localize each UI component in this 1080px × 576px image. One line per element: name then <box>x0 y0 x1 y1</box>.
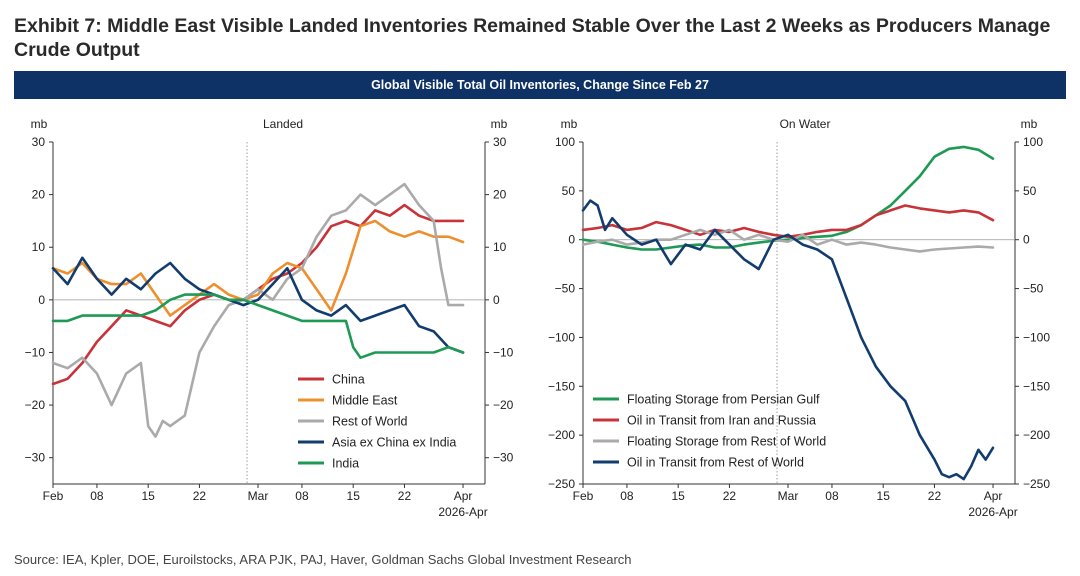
y-tick-label-right: −10 <box>493 345 514 359</box>
y-tick-label-right: −200 <box>1023 428 1050 442</box>
x-tick-label: 08 <box>90 489 104 503</box>
y-tick-label-left: −20 <box>25 398 46 412</box>
x-tick-label: 15 <box>347 489 361 503</box>
x-tick-label: 22 <box>193 489 207 503</box>
y-tick-label-left: 10 <box>32 240 46 254</box>
exhibit-title: Exhibit 7: Middle East Visible Landed In… <box>14 15 1051 61</box>
series-line-india <box>51 293 465 359</box>
series-line-floating-storage-from-persian-gulf <box>581 145 995 251</box>
series-line-oil-in-transit-from-iran-and-russia <box>581 204 995 239</box>
x-tick-label: 15 <box>672 489 686 503</box>
y-unit-right: mb <box>491 117 508 131</box>
y-unit-left: mb <box>561 117 578 131</box>
x-tick-label: 15 <box>877 489 891 503</box>
legend-label: Floating Storage from Rest of World <box>627 435 826 449</box>
y-tick-label-right: −20 <box>493 398 514 412</box>
y-tick-label-left: 0 <box>38 293 45 307</box>
series-line-asia-ex-china-ex-india <box>51 256 465 354</box>
legend: Floating Storage from Persian Gulf Oil in… <box>593 393 826 470</box>
y-tick-label-right: 10 <box>493 240 507 254</box>
x-tick-label: Apr <box>984 489 1003 503</box>
x-tick-label: 15 <box>142 489 156 503</box>
chart-landed: 30 30 20 20 10 10 0 0 −10 −10 −20 −20 −30 −30 Feb 08 15 2… <box>25 117 514 519</box>
y-tick-label-left: −200 <box>548 428 575 442</box>
y-tick-label-left: 20 <box>32 188 46 202</box>
y-tick-label-left: −100 <box>548 330 575 344</box>
y-tick-label-left: −150 <box>548 379 575 393</box>
x-footnote: 2026-Apr <box>438 505 487 519</box>
y-unit-left: mb <box>31 117 48 131</box>
y-tick-label-left: −250 <box>548 477 575 491</box>
series-line-floating-storage-from-rest-of-world <box>581 228 995 253</box>
x-tick-label: 08 <box>620 489 634 503</box>
legend-label: Oil in Transit from Rest of World <box>627 456 804 470</box>
panel-title: On Water <box>780 117 831 131</box>
x-tick-label: Mar <box>778 489 799 503</box>
x-tick-label: 08 <box>295 489 309 503</box>
chart-on-water: 100 100 50 50 0 0 −50 −50 −100 −100 −150 −150 −200 −2… <box>548 117 1050 519</box>
y-tick-label-right: 100 <box>1023 135 1043 149</box>
y-tick-label-left: −10 <box>25 345 46 359</box>
x-tick-label: Feb <box>43 489 64 503</box>
y-tick-label-right: 0 <box>1023 233 1030 247</box>
y-tick-label-right: −30 <box>493 451 514 465</box>
legend-label: Middle East <box>332 394 398 408</box>
legend-label: Floating Storage from Persian Gulf <box>627 393 820 407</box>
legend-label: Rest of World <box>332 415 408 429</box>
legend-label: Asia ex China ex India <box>332 436 456 450</box>
chart-banner: Global Visible Total Oil Inventories, Ch… <box>14 71 1066 99</box>
x-tick-label: 22 <box>398 489 412 503</box>
y-tick-label-right: 20 <box>493 188 507 202</box>
y-tick-label-right: −150 <box>1023 379 1050 393</box>
y-tick-label-right: 0 <box>493 293 500 307</box>
series-line-rest-of-world <box>51 182 465 438</box>
y-tick-label-right: −50 <box>1023 282 1044 296</box>
y-tick-label-right: −250 <box>1023 477 1050 491</box>
y-tick-label-right: −100 <box>1023 330 1050 344</box>
x-tick-label: Feb <box>573 489 594 503</box>
x-tick-label: 22 <box>928 489 942 503</box>
y-unit-right: mb <box>1021 117 1038 131</box>
legend-label: Oil in Transit from Iran and Russia <box>627 414 816 428</box>
series-line-middle-east <box>51 219 465 317</box>
legend: China Middle East Rest of World Asia ex Chi… <box>298 373 456 471</box>
source-note: Source: IEA, Kpler, DOE, Euroilstocks, A… <box>14 552 632 567</box>
legend-label: India <box>332 457 359 471</box>
x-tick-label: Mar <box>248 489 269 503</box>
panel-title: Landed <box>263 117 303 131</box>
series-line-oil-in-transit-from-rest-of-world <box>581 199 995 481</box>
y-tick-label-right: 50 <box>1023 184 1037 198</box>
y-tick-label-left: −30 <box>25 451 46 465</box>
x-tick-label: Apr <box>454 489 473 503</box>
y-tick-label-left: 0 <box>568 233 575 247</box>
legend-label: China <box>332 373 365 387</box>
y-tick-label-left: 50 <box>562 184 576 198</box>
x-tick-label: 22 <box>723 489 737 503</box>
y-tick-label-left: 100 <box>555 135 575 149</box>
x-footnote: 2026-Apr <box>968 505 1017 519</box>
x-tick-label: 08 <box>825 489 839 503</box>
y-tick-label-right: 30 <box>493 135 507 149</box>
y-tick-label-left: 30 <box>32 135 46 149</box>
y-tick-label-left: −50 <box>555 282 576 296</box>
